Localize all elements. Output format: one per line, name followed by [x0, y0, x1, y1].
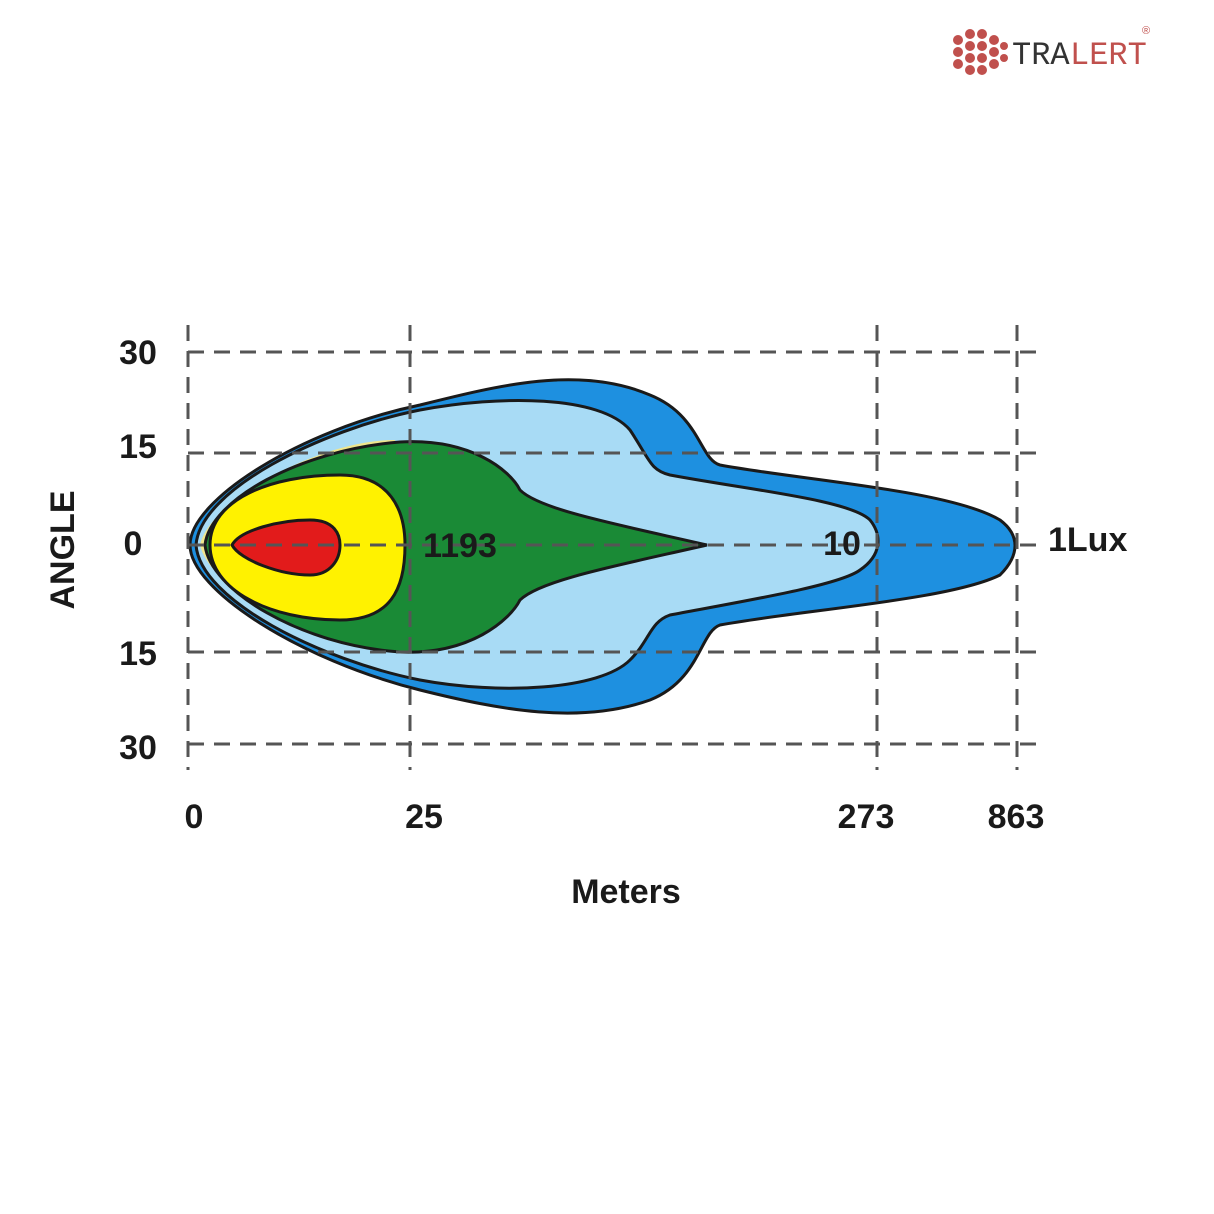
- x-tick-label: 0: [185, 798, 204, 836]
- contour-label: 1193: [423, 527, 497, 565]
- logo-icon: [953, 29, 1008, 75]
- logo-text: TRA: [1012, 37, 1070, 74]
- x-tick-label: 863: [988, 798, 1045, 836]
- y-tick-label: 15: [119, 635, 157, 673]
- x-tick-label: 25: [405, 798, 443, 836]
- x-ticks: 0 25 273 863: [185, 798, 1045, 836]
- x-axis-label: Meters: [571, 873, 681, 911]
- y-axis-label: ANGLE: [44, 491, 82, 610]
- y-tick-label: 0: [124, 525, 143, 563]
- contour-red: [230, 518, 342, 577]
- x-tick-label: 273: [838, 798, 895, 836]
- logo: TRA LERT ®: [953, 25, 1150, 75]
- logo-mark: ®: [1142, 25, 1150, 37]
- y-ticks: 30 15 0 15 30: [119, 334, 157, 767]
- grid: [186, 325, 1045, 770]
- y-tick-label: 15: [119, 428, 157, 466]
- y-tick-label: 30: [119, 729, 157, 767]
- y-tick-label: 30: [119, 334, 157, 372]
- logo-text: LERT: [1070, 37, 1147, 74]
- contour-label: 1Lux: [1048, 521, 1127, 559]
- contour-label: 10: [823, 525, 861, 563]
